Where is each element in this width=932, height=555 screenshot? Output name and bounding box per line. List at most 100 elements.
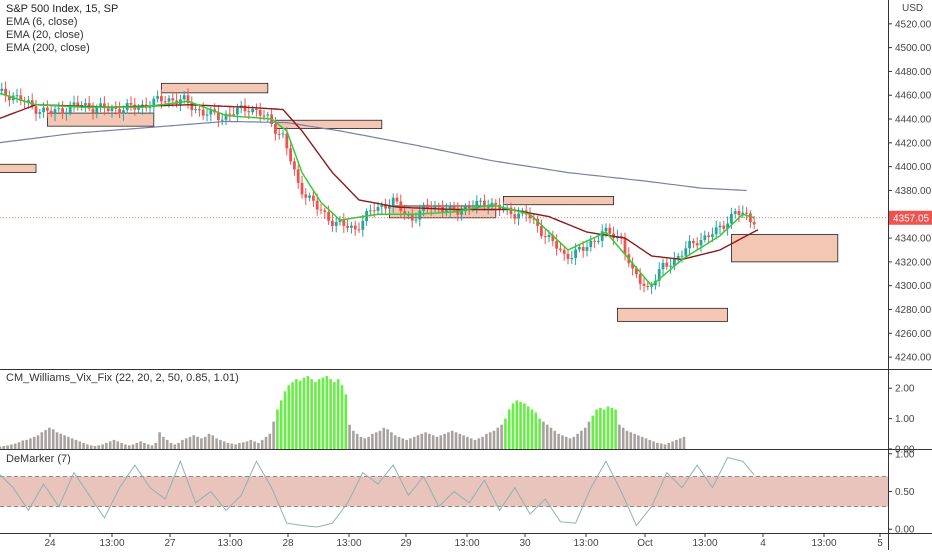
vix-fix-bar <box>257 442 260 449</box>
y-tick-label: 4500.00 <box>895 43 932 54</box>
candle-body <box>327 211 330 221</box>
vix-fix-bar <box>86 444 89 449</box>
ema6-legend: EMA (6, close) <box>6 16 78 28</box>
vix-fix-bar <box>329 379 332 449</box>
vix-fix-bar <box>165 439 169 449</box>
vix-fix-bar <box>416 435 420 449</box>
vix-fix-bar <box>272 421 275 449</box>
vix-fix-bar <box>154 442 158 449</box>
candle-body <box>289 148 292 162</box>
candle-body <box>266 114 270 116</box>
vix-fix-bar <box>291 382 294 449</box>
vix-fix-bar <box>196 436 199 449</box>
vix-fix-bar <box>386 429 389 449</box>
vix-fix-bar <box>40 432 44 449</box>
vix-fix-bar <box>682 436 686 449</box>
vix-fix-bar <box>667 442 671 449</box>
vix-fix-bar <box>504 418 507 449</box>
vix-legend: CM_Williams_Vix_Fix (22, 20, 2, 50, 0.85… <box>6 372 239 384</box>
x-tick-label: 13:00 <box>217 538 242 549</box>
candle-body <box>410 214 414 221</box>
vix-fix-bar <box>656 442 659 449</box>
y-tick-label: 4280.00 <box>895 305 932 316</box>
candle-body <box>657 269 661 281</box>
candle-body <box>399 201 403 212</box>
candle-body <box>255 108 258 110</box>
candle-body <box>726 223 729 229</box>
candle-body <box>513 214 517 219</box>
vix-fix-bar <box>314 382 317 449</box>
candle-body <box>350 225 353 228</box>
supply-demand-zone <box>502 196 614 206</box>
vix-fix-bar <box>276 409 279 449</box>
candle-body <box>695 243 699 246</box>
candle-body <box>555 241 558 249</box>
x-tick-label: 28 <box>282 538 294 549</box>
vix-fix-bar <box>515 400 519 449</box>
x-tick-label: 4 <box>760 538 766 549</box>
candle-body <box>68 104 72 114</box>
candle-body <box>752 222 756 225</box>
vix-fix-bar <box>367 436 370 449</box>
candle-body <box>403 211 406 215</box>
vix-fix-bar <box>32 436 36 449</box>
vix-fix-bar <box>485 433 488 449</box>
vix-fix-bar <box>557 433 560 449</box>
candle-body <box>559 248 562 250</box>
candle-body <box>331 220 334 226</box>
candle-body <box>486 206 490 208</box>
vix-fix-bar <box>469 438 473 449</box>
candle-body <box>57 108 61 110</box>
ema6-line <box>0 92 755 287</box>
vix-fix-bar <box>454 432 458 449</box>
x-tick-label: 13:00 <box>99 538 124 549</box>
vix-fix-bar <box>477 438 481 449</box>
candle-body <box>437 206 441 208</box>
vix-fix-bar <box>230 443 234 449</box>
candle-body <box>623 237 627 255</box>
candle-body <box>171 98 175 101</box>
vix-fix-bar <box>89 445 93 449</box>
vix-fix-bar <box>614 409 617 449</box>
y-tick-label: 4300.00 <box>895 281 932 292</box>
candle-body <box>593 240 596 242</box>
candle-body <box>661 262 665 270</box>
chart-legend: S&P 500 Index, 15, SP EMA (6, close) EMA… <box>6 3 118 55</box>
candle-body <box>251 108 254 113</box>
candle-body <box>452 206 456 210</box>
y-tick-label: 4320.00 <box>895 257 932 268</box>
vix-fix-bar <box>295 379 298 449</box>
vix-fix-bar <box>192 435 196 449</box>
vix-fix-bar <box>602 409 606 449</box>
vix-fix-bar <box>500 424 503 449</box>
vix-fix-bar <box>181 439 184 449</box>
candle-body <box>167 98 171 102</box>
demarker-line <box>0 456 755 528</box>
x-tick-label: 5 <box>877 538 883 549</box>
candle-body <box>274 123 277 134</box>
demarker-y-tick-label: 0.00 <box>895 525 915 536</box>
candle-body <box>479 200 482 202</box>
candle-body <box>160 96 163 102</box>
x-tick-label: Oct <box>637 538 653 549</box>
candle-body <box>84 103 87 106</box>
vix-fix-bar <box>435 436 439 449</box>
vix-fix-bar <box>637 435 640 449</box>
vix-y-tick-label: 2.00 <box>895 384 915 395</box>
vix-fix-bar <box>215 438 218 449</box>
candle-body <box>110 107 114 112</box>
candle-body <box>737 211 741 216</box>
vix-fix-bar <box>268 433 272 449</box>
vix-fix-bar <box>158 432 161 449</box>
vix-fix-bar <box>591 415 595 449</box>
candle-body <box>418 210 422 220</box>
vix-fix-bar <box>652 441 655 449</box>
vix-fix-bar <box>348 424 351 449</box>
x-tick-label: 13:00 <box>573 538 598 549</box>
demarker-y-tick-label: 0.50 <box>895 487 915 498</box>
candle-body <box>357 229 361 231</box>
vix-fix-bar <box>447 432 450 449</box>
candle-body <box>148 107 152 109</box>
y-tick-label: 4480.00 <box>895 67 932 78</box>
supply-demand-zone <box>47 112 155 127</box>
